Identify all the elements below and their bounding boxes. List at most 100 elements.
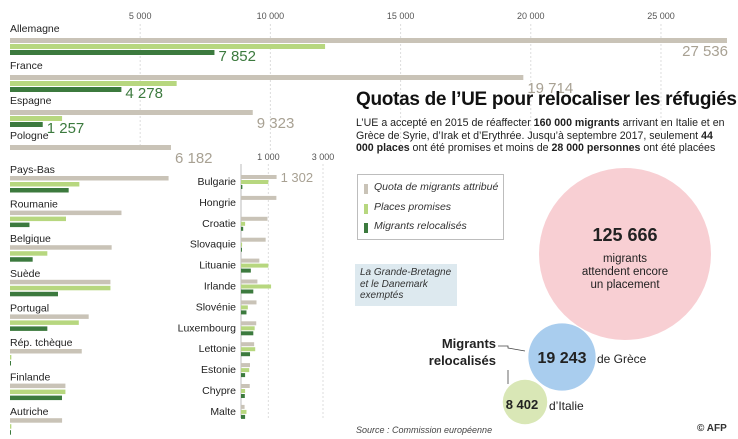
- relocated-value-label: 7 852: [218, 48, 256, 65]
- bubble-pending: [539, 168, 711, 340]
- leader-line-greece: [498, 345, 526, 352]
- bar-promised: [241, 242, 243, 247]
- bar-quota: [10, 245, 112, 250]
- bar-relocated: [10, 122, 43, 127]
- relocated-value-label: 1 257: [47, 120, 85, 137]
- legend-swatch-relocated: [364, 223, 368, 233]
- bar-promised: [241, 180, 269, 184]
- category-label: Roumanie: [10, 199, 58, 211]
- bar-relocated: [241, 268, 251, 273]
- intro-segment: ont été placées: [640, 142, 716, 155]
- category-label: Suède: [10, 268, 41, 280]
- intro-text: L’UE a accepté en 2015 de réaffecter 160…: [356, 117, 732, 155]
- bar-quota: [241, 384, 250, 388]
- bar-relocated: [10, 291, 58, 297]
- bar-promised: [10, 81, 177, 86]
- bar-quota: [10, 176, 169, 181]
- category-label: Pays-Bas: [10, 164, 55, 176]
- bar-relocated: [241, 289, 254, 294]
- bar-promised: [10, 320, 79, 325]
- legend-label-promised: Places promises: [374, 201, 452, 213]
- category-label: France: [10, 60, 43, 72]
- bar-quota: [10, 383, 66, 389]
- bar-relocated: [241, 373, 246, 378]
- exemption-note: La Grande-Bretagne et le Danemark exempt…: [355, 264, 457, 306]
- bubble-greece: [528, 323, 596, 391]
- axis-tick-label: 1 000: [257, 152, 280, 162]
- bar-quota: [241, 195, 277, 200]
- bar-relocated: [10, 50, 215, 55]
- bar-promised: [241, 263, 269, 268]
- category-label: Hongrie: [199, 197, 236, 209]
- category-label: Rép. tchèque: [10, 337, 73, 349]
- category-label: Pologne: [10, 130, 49, 142]
- bar-promised: [10, 216, 66, 222]
- bar-quota: [10, 110, 253, 115]
- category-label: Estonie: [201, 364, 236, 376]
- bar-relocated: [10, 430, 11, 435]
- category-label: Bulgarie: [197, 176, 236, 188]
- legend: Quota de migrants attribué Places promis…: [357, 174, 504, 240]
- bubble-group-title: Migrants: [442, 336, 496, 351]
- legend-swatch-quota: [364, 184, 368, 194]
- category-label: Slovaquie: [190, 239, 236, 251]
- category-label: Allemagne: [10, 23, 60, 35]
- bar-promised: [10, 182, 80, 187]
- legend-swatch-promised: [364, 204, 368, 214]
- category-label: Portugal: [10, 302, 49, 314]
- bar-quota: [241, 237, 266, 242]
- intro-segment: arrivant en Italie et en Grèce de Syrie,…: [356, 117, 725, 142]
- bar-promised: [241, 284, 272, 289]
- bar-quota: [10, 75, 524, 80]
- bar-relocated: [241, 414, 246, 419]
- quota-value-label: 9 323: [257, 115, 295, 132]
- bubble-italy-caption: d’Italie: [549, 399, 584, 413]
- bar-quota: [241, 321, 257, 326]
- bar-quota: [241, 279, 258, 284]
- bubble-italy-value: 8 402: [506, 397, 539, 412]
- bubble-greece-value: 19 243: [538, 350, 587, 367]
- bar-promised: [241, 368, 250, 373]
- bar-relocated: [10, 222, 30, 228]
- bar-promised: [241, 409, 247, 414]
- axis-tick-label: 15 000: [387, 11, 415, 21]
- page-title: Quotas de l’UE pour relocaliser les réfu…: [356, 89, 737, 110]
- axis-tick-label: 10 000: [257, 11, 285, 21]
- bar-quota: [241, 342, 255, 347]
- bar-relocated: [10, 326, 48, 331]
- bar-relocated: [241, 352, 251, 357]
- bar-promised: [10, 44, 326, 49]
- category-label: Lettonie: [199, 343, 237, 355]
- bubble-greece-caption: de Grèce: [597, 352, 647, 366]
- source-caption: Source : Commission européenne: [356, 425, 493, 435]
- bar-relocated: [10, 395, 62, 401]
- intro-segment: 44 000 places: [356, 129, 713, 155]
- legend-label-quota: Quota de migrants attribué: [374, 181, 499, 193]
- bubble-pending-caption: un placement: [590, 279, 660, 291]
- bar-promised: [241, 326, 255, 331]
- bar-relocated: [10, 188, 69, 193]
- bar-quota: [10, 279, 111, 285]
- bar-relocated: [10, 87, 122, 92]
- intro-segment: ont été promises et moins de: [409, 142, 552, 155]
- category-label: Croatie: [202, 218, 236, 230]
- quota-value-label: 1 302: [281, 170, 314, 185]
- bar-promised: [241, 347, 256, 352]
- axis-tick-label: 25 000: [647, 11, 675, 21]
- bar-quota: [10, 210, 122, 216]
- bar-quota: [241, 175, 277, 179]
- bar-promised: [10, 285, 111, 291]
- intro-segment: 28 000 personnes: [551, 142, 641, 155]
- category-label: Chypre: [202, 385, 236, 397]
- bar-quota: [241, 363, 250, 368]
- category-label: Belgique: [10, 233, 51, 245]
- copyright-icon: ©: [697, 423, 707, 434]
- bar-relocated: [241, 394, 245, 398]
- bar-relocated: [241, 226, 244, 231]
- bar-quota: [10, 38, 727, 43]
- category-label: Lituanie: [199, 260, 236, 272]
- quota-value-label: 27 536: [682, 43, 728, 60]
- category-label: Finlande: [10, 372, 50, 384]
